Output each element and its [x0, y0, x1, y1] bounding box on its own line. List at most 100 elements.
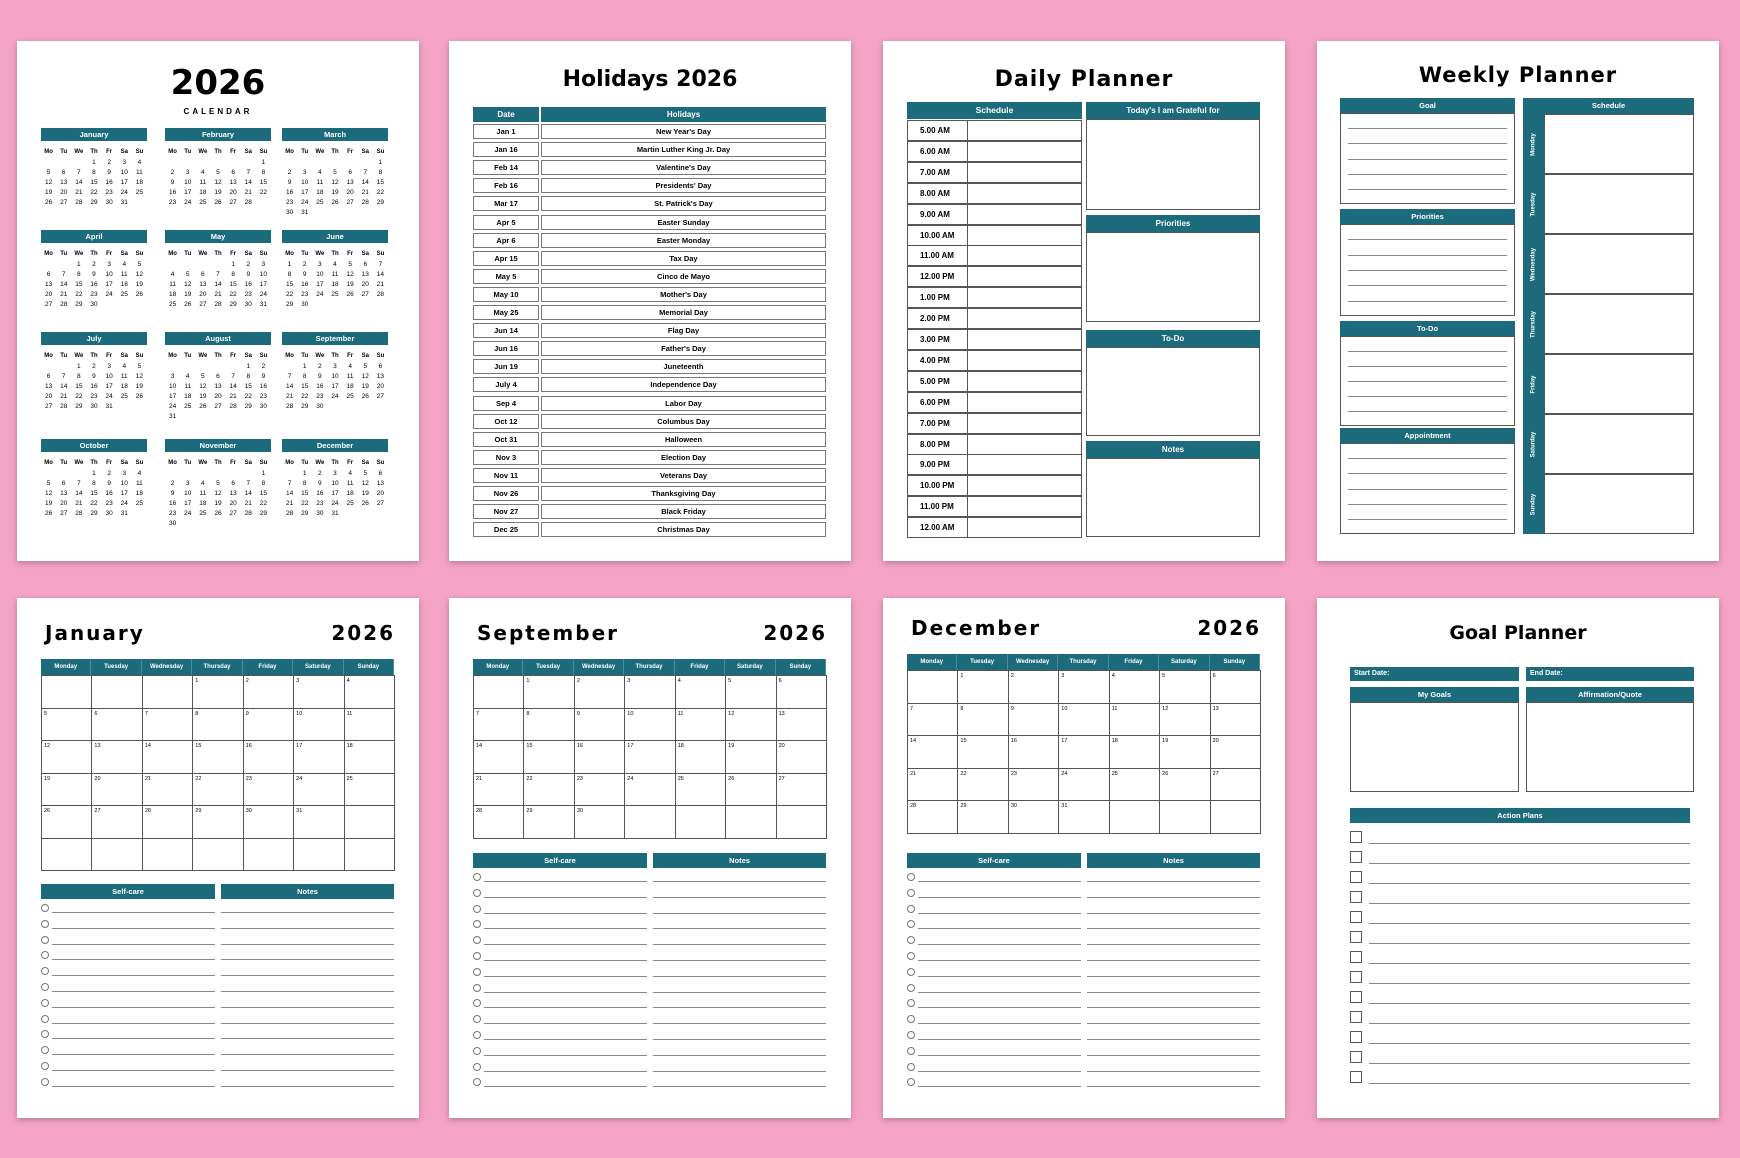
day: 20 — [346, 189, 354, 196]
day: 29 — [244, 403, 252, 410]
day: 21 — [244, 500, 252, 507]
writing-line — [484, 928, 647, 930]
day: 22 — [90, 189, 98, 196]
day: 2 — [170, 169, 175, 176]
day-cell — [293, 837, 345, 871]
day: 10 — [259, 271, 268, 278]
weekday: Mo — [285, 460, 294, 466]
day: 3 — [302, 169, 307, 176]
day: 17 — [259, 281, 268, 288]
time-slot: 12.00 PM — [907, 266, 968, 288]
day: 30 — [259, 403, 268, 410]
day: 28 — [60, 301, 68, 308]
day: 18 — [168, 291, 177, 298]
writing-line — [1087, 1023, 1260, 1025]
day: 31 — [301, 209, 309, 216]
day: 25 — [316, 199, 324, 206]
day-label: Sunday — [1530, 493, 1536, 515]
weekday: Tu — [184, 460, 192, 466]
day-box — [1544, 174, 1694, 234]
day: 25 — [120, 291, 128, 298]
writing-line — [653, 991, 826, 993]
writing-line — [1087, 975, 1260, 977]
day-number: 9 — [576, 710, 580, 717]
holiday-date: Sep 4 — [473, 395, 539, 411]
checkbox — [1350, 1051, 1362, 1063]
day-cell — [523, 675, 575, 709]
weekday: Su — [259, 149, 268, 155]
month-name: August — [165, 332, 271, 345]
holiday-name: Christmas Day — [541, 522, 826, 538]
day: 16 — [168, 189, 177, 196]
time-slot: 11.00 AM — [907, 245, 968, 267]
day: 5 — [137, 261, 142, 268]
holiday-name: Independence Day — [541, 377, 826, 393]
weekday: Sa — [361, 460, 369, 466]
writing-line — [918, 912, 1081, 914]
day: 23 — [301, 291, 309, 298]
writing-line — [1087, 1054, 1260, 1056]
day: 25 — [346, 500, 354, 507]
day-cell — [674, 675, 727, 709]
day: 13 — [229, 179, 237, 186]
circle — [41, 998, 49, 1007]
writing-line — [1348, 411, 1507, 412]
day-number: 16 — [1010, 738, 1017, 744]
day-cell — [907, 670, 959, 704]
day: 16 — [316, 383, 324, 390]
writing-line — [221, 1085, 394, 1087]
holidays-title: Holidays 2026 — [562, 67, 738, 92]
day-number: 23 — [245, 775, 252, 782]
weekday: Su — [135, 460, 144, 466]
day: 23 — [316, 393, 324, 400]
weekday: Fr — [106, 149, 113, 155]
day: 17 — [105, 383, 113, 390]
month-name: December — [282, 439, 388, 452]
day: 27 — [376, 500, 385, 507]
day-number: 8 — [960, 705, 964, 712]
day-number: 1 — [526, 678, 530, 684]
day: 9 — [318, 480, 322, 487]
weekday-header: Tuesday — [523, 659, 574, 675]
day: 1 — [246, 363, 251, 370]
day: 12 — [361, 480, 369, 487]
day-number: 8 — [195, 710, 199, 717]
day: 2 — [107, 159, 111, 166]
time-slot: 5.00 PM — [907, 370, 968, 392]
day: 13 — [44, 383, 53, 390]
writing-line — [484, 1070, 647, 1072]
time-entry — [967, 496, 1082, 518]
time-slot: 2.00 PM — [907, 308, 968, 330]
day: 7 — [246, 169, 251, 176]
day: 12 — [214, 490, 222, 497]
day-number: 2 — [1010, 673, 1014, 679]
weekday-header: Monday — [473, 659, 524, 675]
day: 29 — [301, 403, 309, 410]
writing-line — [1369, 903, 1690, 904]
day: 8 — [302, 480, 307, 487]
checkbox — [1350, 1071, 1362, 1083]
day-number: 18 — [677, 743, 684, 749]
day: 16 — [90, 281, 98, 288]
day: 22 — [75, 291, 83, 298]
time-slot: 11.00 PM — [907, 496, 968, 518]
day-cell — [1159, 800, 1211, 834]
checkbox — [1350, 1031, 1362, 1043]
weekday: Su — [259, 460, 268, 466]
section-box — [1340, 336, 1515, 426]
weekday: Th — [214, 149, 222, 155]
day-cell — [1007, 670, 1060, 704]
day-strip — [1523, 354, 1544, 414]
holiday-date: May 5 — [473, 268, 539, 284]
weekday: We — [198, 460, 208, 466]
time-slot: 8.00 PM — [907, 433, 968, 455]
holiday-date: Feb 16 — [473, 178, 539, 194]
day: 18 — [316, 189, 324, 196]
day-cell — [91, 837, 143, 871]
day: 25 — [346, 393, 354, 400]
holiday-name: Valentine's Day — [541, 160, 826, 176]
day: 9 — [318, 373, 322, 380]
day: 7 — [77, 480, 81, 487]
day: 7 — [287, 373, 292, 380]
day: 24 — [184, 510, 192, 517]
